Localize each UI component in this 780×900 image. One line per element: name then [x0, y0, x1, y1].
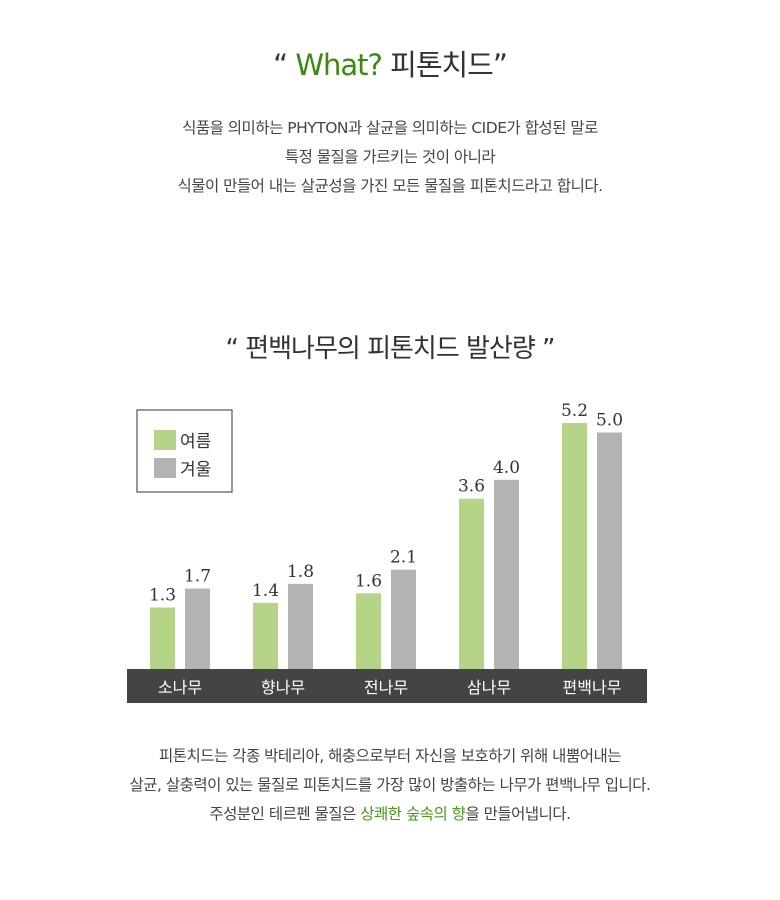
legend-box — [136, 409, 233, 493]
footer-text-part: 을 만들어냅니다. — [465, 805, 571, 823]
data-label: 2.1 — [390, 548, 417, 568]
section-title: “ What? 피톤치드” — [0, 42, 780, 84]
legend-swatch — [154, 458, 176, 478]
data-label: 3.6 — [458, 477, 485, 497]
highlight-text: 상쾌한 숲속의 향 — [360, 805, 466, 823]
bar-winter — [185, 588, 210, 669]
data-label: 4.0 — [493, 458, 520, 478]
footer-line: 살균, 살충력이 있는 물질로 피톤치드를 가장 많이 방출하는 나무가 편백나… — [129, 776, 651, 794]
bar-summer — [253, 602, 278, 669]
category-label: 삼나무 — [467, 678, 511, 697]
legend-swatch — [154, 430, 176, 450]
title-dark: 피톤치드 — [381, 48, 494, 82]
category-label: 소나무 — [158, 678, 202, 697]
footer-text: 피톤치드는 각종 박테리아, 해충으로부터 자신을 보호하기 위해 내뿜어내는 … — [0, 742, 780, 829]
category-label: 향나무 — [261, 678, 305, 697]
bar-summer — [356, 593, 381, 669]
legend-label: 여름 — [180, 432, 211, 452]
data-label: 1.3 — [149, 586, 176, 606]
bar-winter — [391, 569, 416, 669]
intro-line: 식품을 의미하는 PHYTON과 살균을 의미하는 CIDE가 합성된 말로 — [182, 119, 598, 137]
quote-open: “ — [273, 48, 296, 82]
data-label: 5.0 — [596, 411, 623, 431]
data-label: 1.7 — [184, 567, 211, 587]
data-label: 5.2 — [561, 401, 588, 421]
data-label: 1.6 — [355, 571, 382, 591]
data-label: 1.8 — [287, 562, 314, 582]
footer-line: 피톤치드는 각종 박테리아, 해충으로부터 자신을 보호하기 위해 내뿜어내는 — [159, 747, 621, 765]
footer-line: 주성분인 테르펜 물질은 상쾌한 숲속의 향을 만들어냅니다. — [0, 800, 780, 829]
data-label: 1.4 — [252, 581, 279, 601]
bar-winter — [597, 432, 622, 669]
category-label: 전나무 — [364, 678, 408, 697]
bar-winter — [494, 479, 519, 669]
intro-line: 식물이 만들어 내는 살균성을 가진 모든 물질을 피톤치드라고 합니다. — [177, 177, 603, 195]
bar-summer — [562, 423, 587, 669]
legend-label: 겨울 — [180, 460, 211, 480]
category-band — [127, 669, 647, 703]
footer-text-part: 주성분인 테르펜 물질은 — [209, 805, 361, 823]
chart-title: “ 편백나무의 피톤치드 발산량 ” — [225, 334, 555, 364]
bar-summer — [459, 498, 484, 669]
quote-close: ” — [492, 48, 508, 82]
bar-winter — [288, 583, 313, 669]
intro-text: 식품을 의미하는 PHYTON과 살균을 의미하는 CIDE가 합성된 말로 특… — [0, 114, 780, 201]
bar-summer — [150, 607, 175, 669]
intro-line: 특정 물질을 가르키는 것이 아니라 — [284, 148, 496, 166]
title-green: What? — [295, 48, 383, 82]
category-label: 편백나무 — [563, 678, 622, 697]
